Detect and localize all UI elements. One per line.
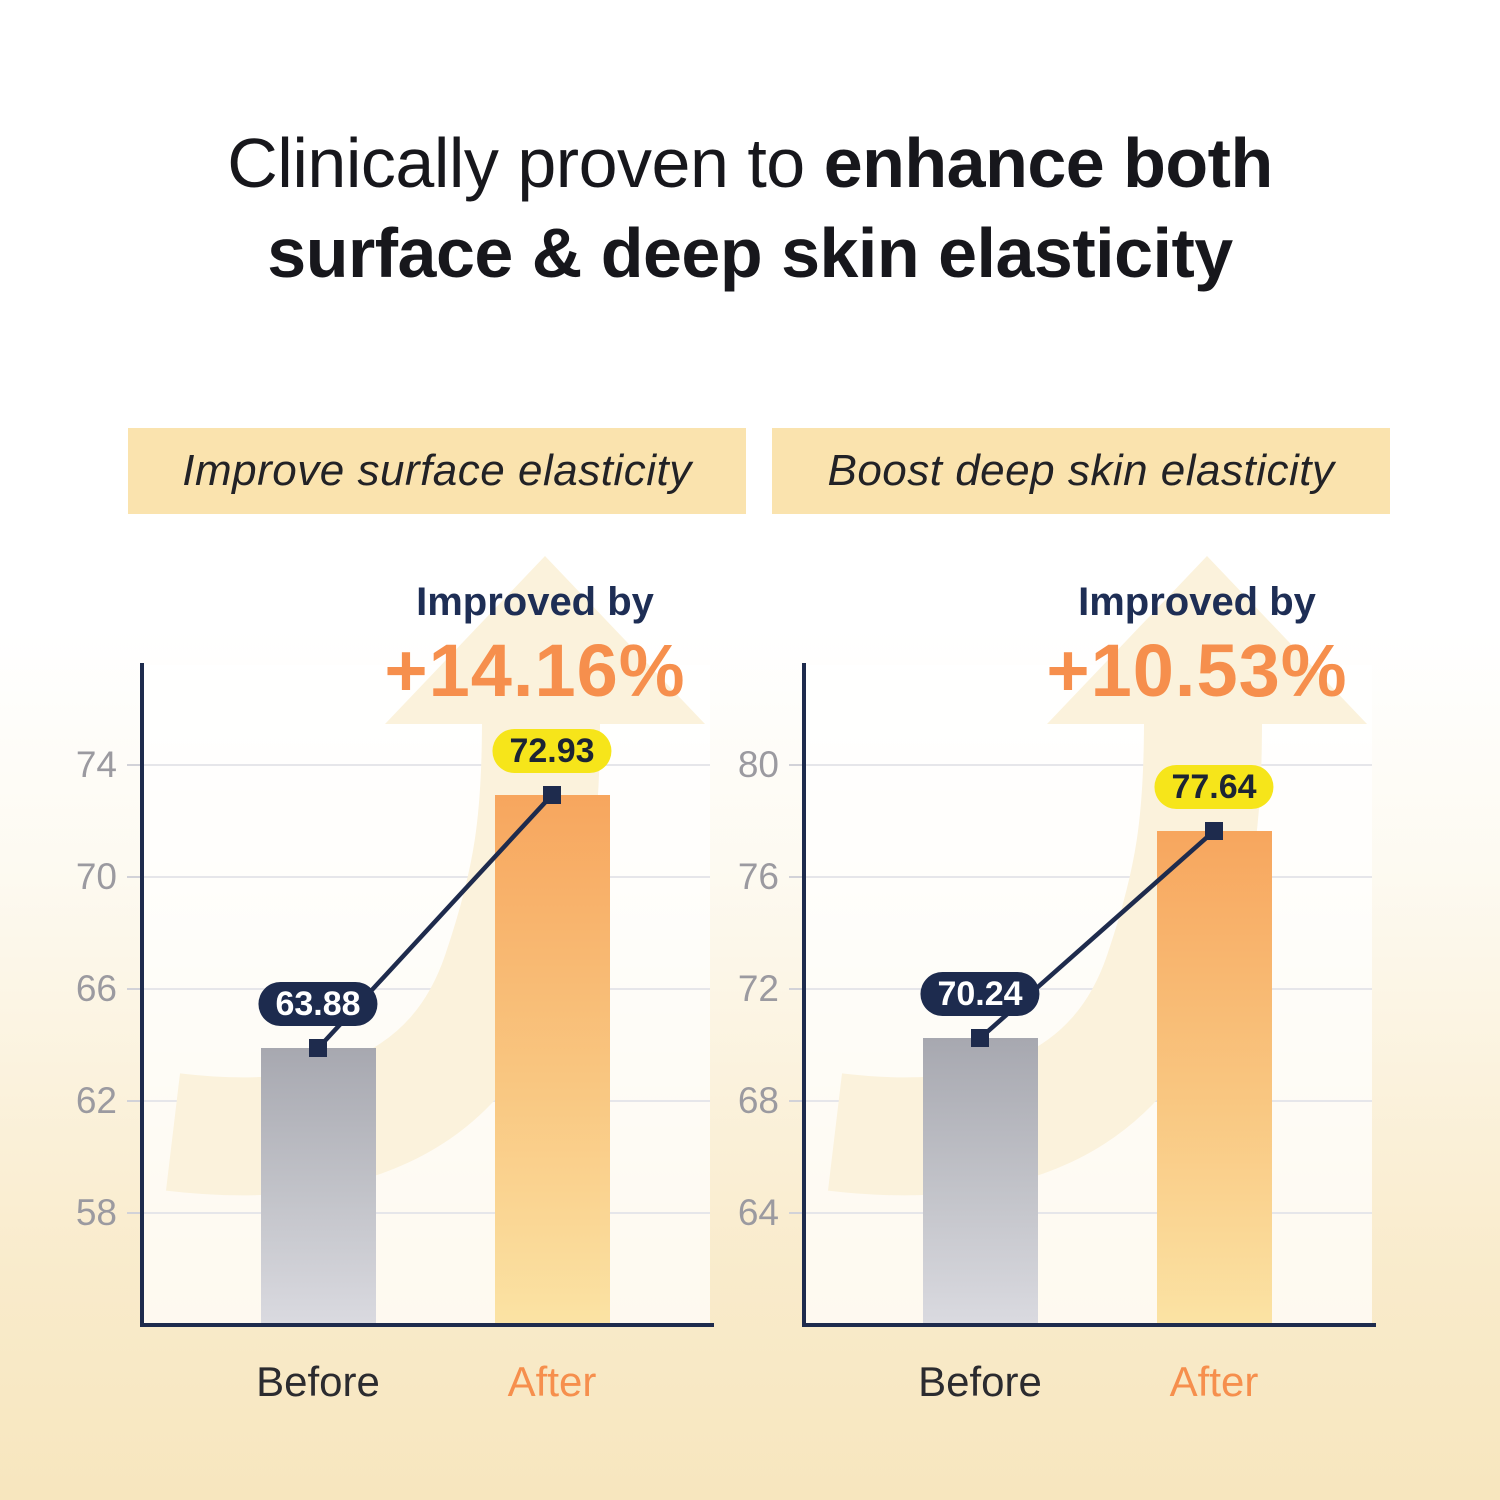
chart-surface-elasticity: Improved by +14.16% 74 70 66 62 58 63.88 72.93… (55, 540, 745, 1500)
y-axis-tick-label: 58 (75, 1192, 117, 1233)
y-axis-tick (127, 876, 143, 878)
gridline (805, 876, 1372, 878)
y-axis-tick-label: 70 (75, 856, 117, 897)
x-label-after: After (1169, 1358, 1259, 1405)
gridline (143, 764, 710, 766)
value-label-before: 63.88 (258, 982, 378, 1027)
y-axis (140, 663, 144, 1327)
gridline (805, 988, 1372, 990)
y-axis-tick-label: 80 (737, 744, 779, 785)
x-axis (802, 1323, 1376, 1327)
y-axis-tick (127, 988, 143, 990)
y-axis-tick (127, 1100, 143, 1102)
gridline (143, 876, 710, 878)
title-bold-part-2: surface & deep skin elasticity (267, 214, 1233, 293)
y-axis-tick-label: 74 (75, 744, 117, 785)
section-banner-surface-elasticity: Improve surface elasticity (128, 428, 746, 514)
data-point-marker (971, 1029, 989, 1048)
x-label-before: Before (256, 1358, 380, 1405)
y-axis-tick-label: 68 (737, 1080, 779, 1121)
y-axis-tick (789, 988, 805, 990)
page-title: Clinically proven to enhance both surface… (0, 118, 1500, 299)
data-point-marker (309, 1039, 327, 1058)
title-bold-part-1: enhance both (823, 124, 1274, 202)
y-axis-tick (127, 1212, 143, 1214)
data-point-marker (543, 785, 561, 804)
gridline (143, 1100, 710, 1102)
data-point-marker (1205, 822, 1223, 841)
y-axis-tick (789, 1212, 805, 1214)
gridline (143, 1212, 710, 1214)
y-axis-tick-label: 62 (75, 1080, 117, 1121)
y-axis-tick (789, 876, 805, 878)
x-label-before: Before (918, 1358, 1042, 1405)
bar-after (494, 794, 610, 1325)
value-label-before: 70.24 (920, 972, 1040, 1017)
y-axis-tick-label: 76 (737, 856, 779, 897)
gridline (805, 1100, 1372, 1102)
gridline (143, 988, 710, 990)
improvement-percentage: +14.16% (384, 629, 686, 712)
x-label-after: After (507, 1358, 597, 1405)
improved-by-label: Improved by (1078, 580, 1316, 624)
gridline (805, 764, 1372, 766)
improved-by-label: Improved by (416, 580, 654, 624)
y-axis-tick-label: 64 (737, 1192, 779, 1233)
chart-deep-elasticity: Improved by +10.53% 80 76 72 68 64 70.24 77.64… (717, 540, 1407, 1500)
value-label-after: 72.93 (492, 728, 612, 773)
title-regular-part: Clinically proven to (227, 124, 824, 202)
gridline (805, 1212, 1372, 1214)
y-axis-tick-label: 72 (737, 968, 779, 1009)
y-axis-tick-label: 66 (75, 968, 117, 1009)
section-banner-deep-elasticity: Boost deep skin elasticity (772, 428, 1390, 514)
bar-before (922, 1038, 1038, 1325)
y-axis-tick (789, 764, 805, 766)
improvement-percentage: +10.53% (1046, 629, 1348, 712)
bar-after (1156, 831, 1272, 1325)
x-axis (140, 1323, 714, 1327)
y-axis (802, 663, 806, 1327)
y-axis-tick (127, 764, 143, 766)
value-label-after: 77.64 (1154, 765, 1274, 810)
bar-before (260, 1048, 376, 1325)
y-axis-tick (789, 1100, 805, 1102)
